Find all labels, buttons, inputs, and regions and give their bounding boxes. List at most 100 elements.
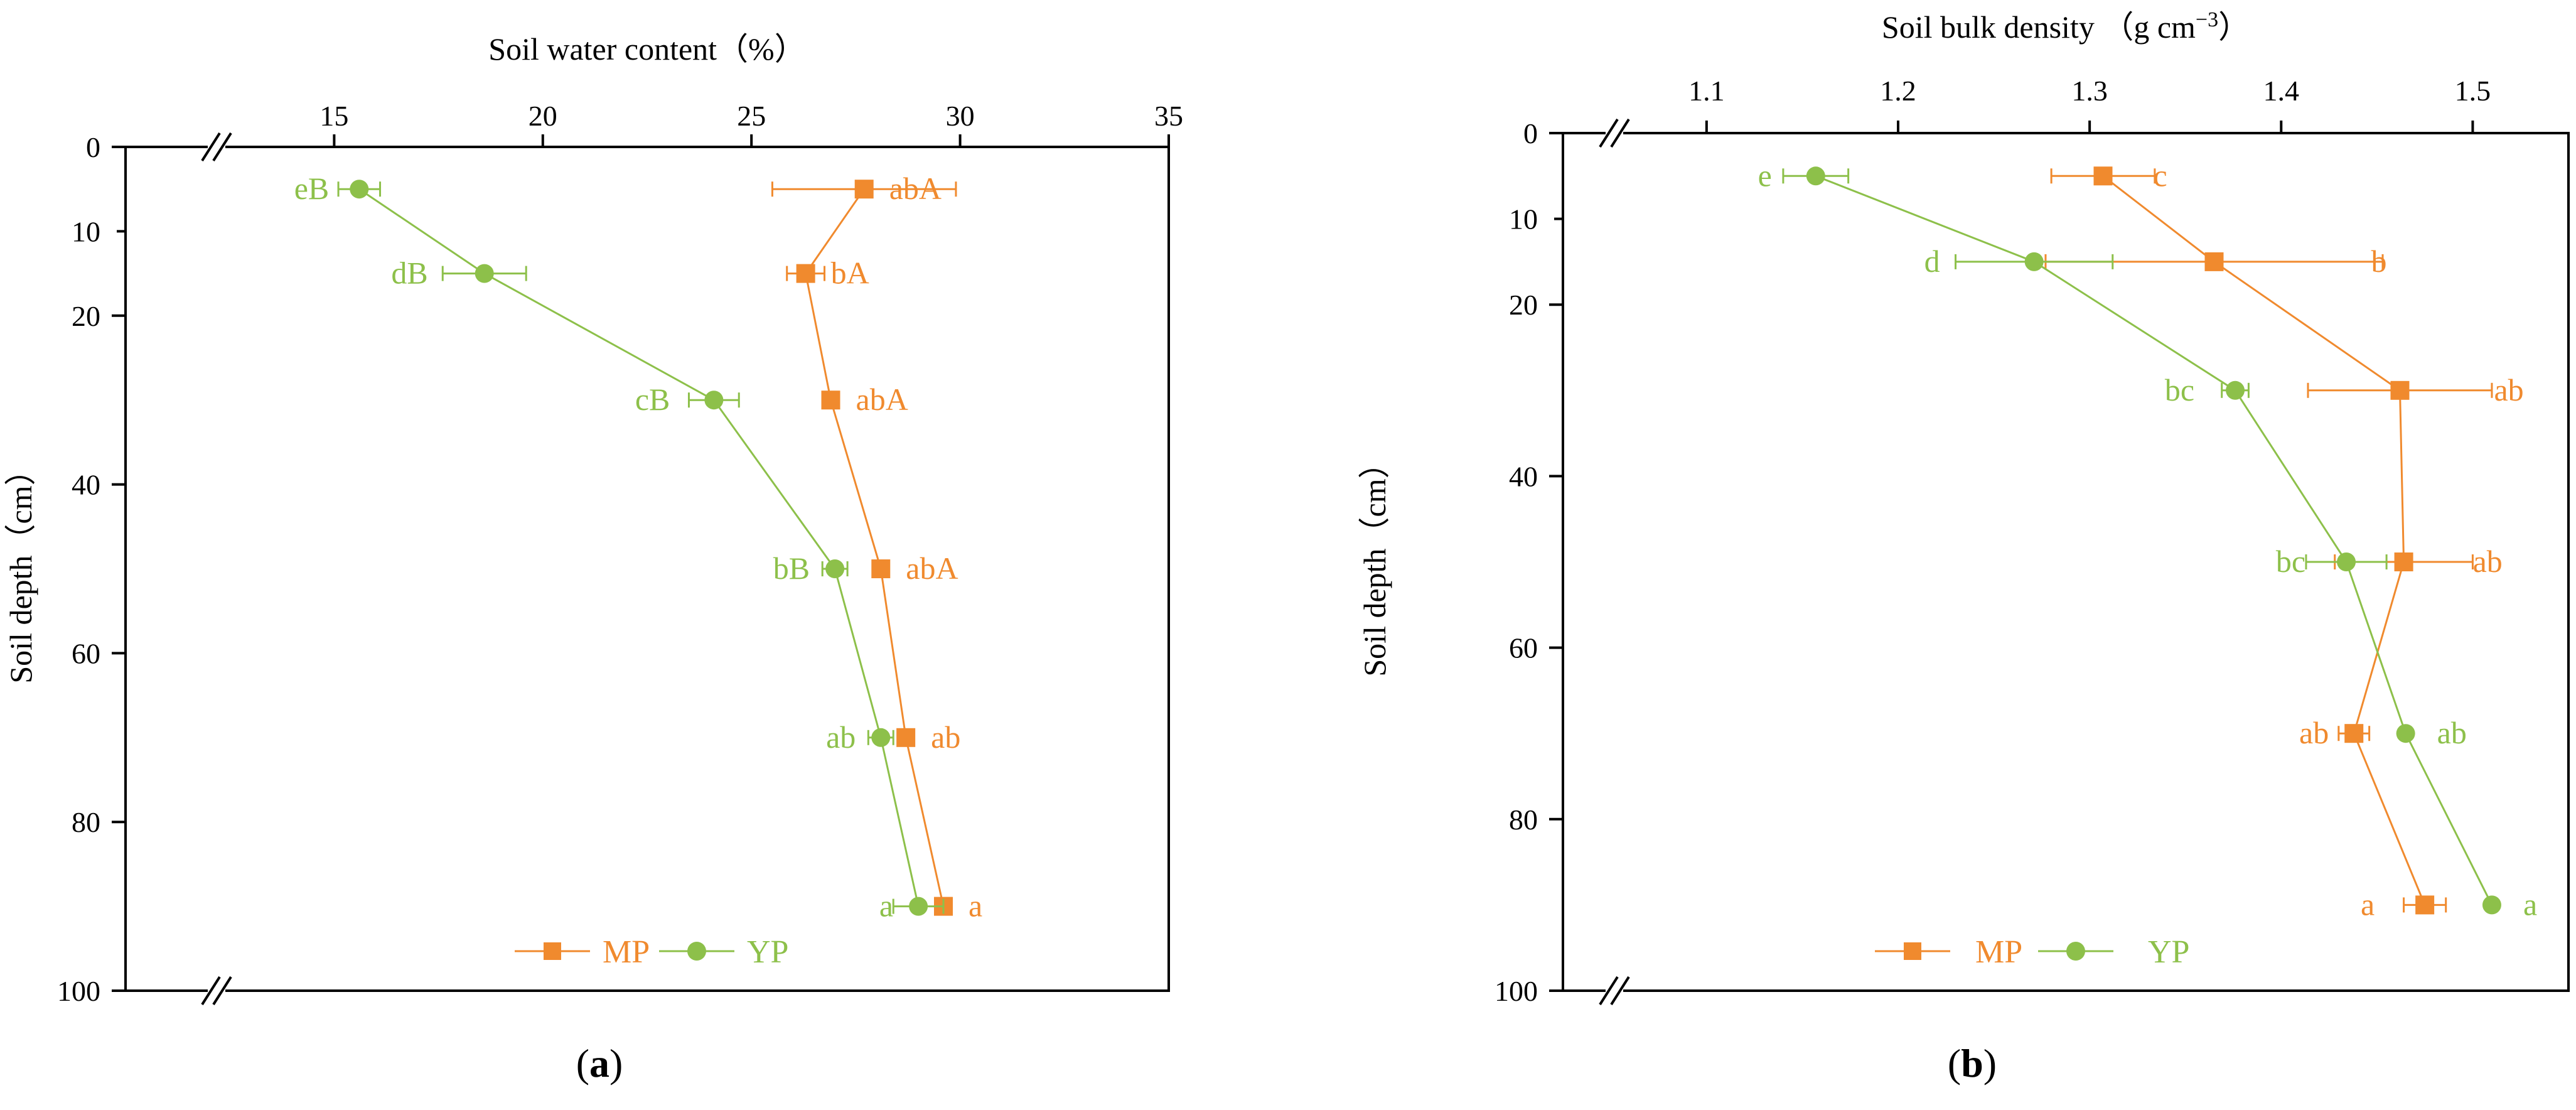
series-line-yp bbox=[1815, 175, 2493, 906]
y-tick-label: 10 bbox=[72, 215, 100, 247]
axis-break-mark bbox=[201, 132, 221, 162]
data-point-mp bbox=[2390, 380, 2410, 400]
y-tick-label: 20 bbox=[72, 300, 100, 332]
axis-break-mark bbox=[201, 976, 221, 1006]
data-point-yp bbox=[2396, 724, 2415, 743]
significance-label: a bbox=[879, 888, 893, 924]
significance-label: d bbox=[1924, 244, 1940, 279]
y-tick-label: 80 bbox=[72, 806, 100, 838]
significance-label: eB bbox=[294, 171, 330, 206]
significance-label: cB bbox=[635, 382, 670, 417]
y-tick-label: 100 bbox=[1495, 975, 1538, 1007]
y-axis-label: Soil depth（cm） bbox=[1357, 447, 1392, 676]
y-tick-label: 80 bbox=[1509, 804, 1538, 836]
significance-label: ab bbox=[826, 719, 856, 755]
chart-b: 1.1 1.2 1.3 1.4 1.5 0 20 40 60 80 100 10 Soil bulk d… bbox=[1357, 8, 2570, 1086]
x-tick-label: 35 bbox=[1154, 100, 1183, 132]
y-axis-label: Soil depth（cm） bbox=[3, 454, 38, 683]
significance-label: e bbox=[1758, 158, 1772, 193]
y-tick-label: 0 bbox=[1523, 117, 1538, 149]
x-tick-label: 1.1 bbox=[1688, 75, 1725, 107]
series-line-yp bbox=[358, 188, 920, 907]
data-point-yp bbox=[825, 559, 845, 578]
data-point-yp bbox=[1806, 166, 1825, 186]
data-point-yp bbox=[475, 264, 494, 283]
y-tick-label: 20 bbox=[1509, 289, 1538, 321]
data-point-yp bbox=[704, 391, 724, 410]
x-tick-label: 30 bbox=[946, 100, 975, 132]
x-tick-label: 1.5 bbox=[2455, 75, 2491, 107]
data-point-yp bbox=[2482, 895, 2501, 915]
y-tick-label: 60 bbox=[72, 637, 100, 669]
series-line-mp bbox=[2102, 175, 2426, 905]
significance-label: ab bbox=[2494, 372, 2523, 407]
x-tick-label: 25 bbox=[737, 100, 766, 132]
x-axis-label: Soil bulk density （g cm−3） bbox=[1882, 8, 2250, 45]
significance-label: abA bbox=[889, 171, 942, 206]
y-tick-label: 40 bbox=[72, 469, 100, 501]
panel-label: (a) bbox=[576, 1041, 623, 1086]
axis-break-mark bbox=[1599, 976, 1619, 1006]
panel-label: (b) bbox=[1948, 1041, 1997, 1086]
significance-label: abA bbox=[906, 551, 958, 586]
significance-label: ab bbox=[2473, 544, 2503, 579]
series-line-mp bbox=[805, 188, 945, 907]
x-axis-label: Soil water content（%） bbox=[488, 31, 805, 67]
legend-label-yp: YP bbox=[2148, 934, 2189, 970]
y-tick-label: 100 bbox=[57, 975, 100, 1007]
data-point-mp bbox=[2394, 552, 2413, 571]
significance-label: bB bbox=[773, 551, 810, 586]
legend-marker-mp bbox=[1904, 942, 1921, 960]
legend-marker-yp bbox=[2066, 942, 2085, 961]
axis-break-mark bbox=[1610, 118, 1630, 148]
significance-label: bc bbox=[2276, 544, 2305, 579]
plot-frame bbox=[1562, 132, 2570, 992]
data-point-mp bbox=[821, 391, 840, 410]
axis-break-mark bbox=[212, 976, 232, 1006]
data-point-mp bbox=[854, 180, 874, 199]
legend-label-mp: MP bbox=[1975, 934, 2022, 970]
legend-label-mp: MP bbox=[603, 934, 650, 970]
data-point-yp bbox=[2024, 252, 2044, 271]
legend-marker-mp bbox=[544, 942, 561, 960]
significance-label: dB bbox=[391, 256, 427, 291]
axis-break-mark bbox=[1599, 118, 1619, 148]
data-point-mp bbox=[2093, 166, 2113, 186]
data-point-yp bbox=[871, 728, 891, 747]
plot-frame bbox=[124, 146, 1170, 992]
x-tick-label: 1.2 bbox=[1880, 75, 1916, 107]
significance-label: b bbox=[2371, 244, 2386, 279]
data-point-mp bbox=[2415, 895, 2435, 915]
data-point-yp bbox=[350, 180, 369, 199]
chart-a: 15 20 25 30 35 0 20 40 60 80 100 10 Soil water conte… bbox=[3, 31, 1183, 1086]
y-tick-label: 60 bbox=[1509, 632, 1538, 664]
significance-label: ab bbox=[2299, 715, 2329, 750]
data-point-mp bbox=[2204, 252, 2224, 271]
data-point-mp bbox=[2344, 724, 2364, 743]
data-point-yp bbox=[909, 897, 928, 916]
significance-label: a bbox=[2523, 886, 2537, 922]
significance-label: ab bbox=[931, 719, 960, 755]
x-tick-label: 15 bbox=[319, 100, 348, 132]
y-tick-label: 0 bbox=[86, 131, 100, 163]
data-point-yp bbox=[2337, 552, 2356, 571]
significance-label: abA bbox=[856, 382, 908, 417]
legend-label-yp: YP bbox=[747, 934, 788, 970]
x-tick-label: 1.3 bbox=[2071, 75, 2108, 107]
axis-break-mark bbox=[212, 132, 232, 162]
data-point-mp bbox=[896, 728, 916, 747]
x-tick-label: 1.4 bbox=[2263, 75, 2300, 107]
significance-label: a bbox=[969, 888, 982, 924]
significance-label: a bbox=[2361, 886, 2375, 922]
axis-break-mark bbox=[1610, 976, 1630, 1006]
y-tick-label: 40 bbox=[1509, 460, 1538, 492]
y-tick-label: 10 bbox=[1509, 203, 1538, 235]
data-point-mp bbox=[871, 559, 891, 578]
significance-label: ab bbox=[2437, 715, 2467, 750]
significance-label: bA bbox=[831, 256, 869, 291]
legend-marker-yp bbox=[687, 942, 706, 961]
data-point-mp bbox=[796, 264, 815, 283]
data-point-yp bbox=[2226, 380, 2245, 400]
significance-label: c bbox=[2154, 158, 2167, 193]
x-tick-label: 20 bbox=[529, 100, 557, 132]
